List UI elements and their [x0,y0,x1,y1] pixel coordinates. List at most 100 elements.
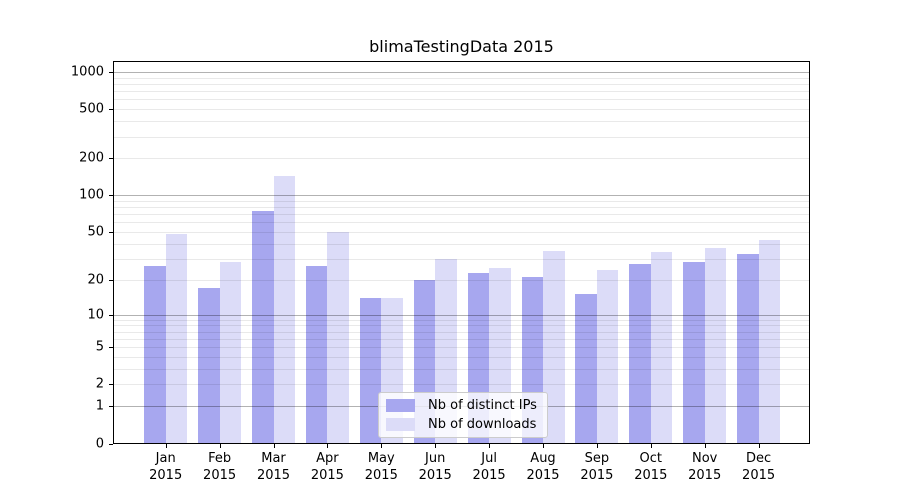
x-tick-mark-oct [650,444,652,448]
x-tick-mark-may [381,444,383,448]
y-tick-label-50: 50 [87,224,104,240]
bar-nb-of-distinct-ips-apr [305,266,328,444]
y-tick-mark-500 [109,109,113,111]
gridline-minor-9 [114,319,809,321]
x-tick-mark-jan [165,444,167,448]
y-tick-mark-20 [109,279,113,281]
chart-title: blimaTestingData 2015 [369,37,554,56]
gridline-minor-90 [114,200,809,202]
y-tick-mark-50 [109,232,113,234]
x-tick-label-nov: Nov 2015 [688,451,722,483]
gridline-minor-7 [114,331,809,333]
bar-nb-of-downloads-jan [165,234,188,444]
bar-nb-of-distinct-ips-feb [198,288,220,444]
y-tick-mark-10 [109,314,113,316]
bar-nb-of-distinct-ips-mar [252,210,274,444]
gridline-minor-50 [114,232,809,234]
y-tick-label-5: 5 [95,339,104,355]
x-tick-mark-dec [758,444,760,448]
gridline-minor-8 [114,325,809,327]
gridline-minor-400 [114,121,809,123]
bar-nb-of-distinct-ips-jan [144,266,166,444]
gridline-minor-5 [114,347,809,349]
bar-nb-of-downloads-apr [327,232,349,444]
bar-nb-of-downloads-dec [758,240,781,444]
y-tick-label-20: 20 [87,272,104,288]
gridline-major-100 [114,195,809,197]
gridline-minor-60 [114,222,809,224]
y-tick-mark-5 [109,347,113,349]
x-tick-label-apr: Apr 2015 [310,451,344,483]
bar-nb-of-distinct-ips-sep [575,294,597,444]
x-tick-mark-jun [435,444,437,448]
y-tick-label-10: 10 [87,307,104,323]
gridline-minor-6 [114,338,809,340]
gridline-minor-3 [114,368,809,370]
x-tick-label-jun: Jun 2015 [418,451,452,483]
x-tick-mark-feb [219,444,221,448]
y-tick-label-100: 100 [79,187,104,203]
gridline-minor-30 [114,258,809,260]
x-tick-label-dec: Dec 2015 [742,451,776,483]
x-tick-mark-aug [543,444,544,448]
bar-nb-of-distinct-ips-may [359,297,382,444]
legend-item-downloads: Nb of downloads [386,417,540,432]
legend: Nb of distinct IPs Nb of downloads [378,392,548,438]
y-tick-mark-1000 [109,72,113,73]
gridline-minor-600 [114,99,809,101]
gridline-minor-40 [114,243,809,245]
y-tick-mark-1 [109,406,113,408]
x-tick-label-feb: Feb 2015 [203,451,237,483]
x-tick-label-jan: Jan 2015 [149,451,183,483]
x-tick-label-sep: Sep 2015 [580,451,614,483]
x-tick-label-mar: Mar 2015 [256,451,291,483]
legend-label-distinct-ips: Nb of distinct IPs [428,398,537,414]
y-tick-label-200: 200 [79,150,104,166]
y-tick-label-500: 500 [79,101,104,117]
bar-nb-of-downloads-feb [219,262,242,444]
bar-nb-of-downloads-mar [273,175,295,444]
gridline-minor-20 [114,279,809,281]
y-tick-label-2: 2 [95,376,104,392]
bar-nb-of-distinct-ips-nov [683,262,705,444]
gridline-minor-800 [114,83,809,85]
x-tick-label-aug: Aug 2015 [526,451,560,483]
gridline-minor-80 [114,207,809,209]
bar-nb-of-downloads-nov [704,247,727,444]
bar-nb-of-downloads-oct [650,252,673,444]
legend-label-downloads: Nb of downloads [428,416,537,432]
bar-nb-of-distinct-ips-dec [737,253,759,444]
x-tick-label-oct: Oct 2015 [634,451,668,483]
legend-item-distinct-ips: Nb of distinct IPs [386,398,540,413]
x-tick-mark-nov [704,444,706,448]
y-tick-label-0: 0 [95,436,104,451]
gridline-minor-4 [114,356,809,358]
x-tick-mark-sep [596,444,598,448]
y-tick-mark-200 [109,158,113,160]
gridline-major-1000 [114,72,809,73]
y-tick-label-1000: 1000 [70,64,104,80]
x-tick-label-jul: Jul 2015 [472,451,506,483]
x-tick-mark-apr [327,444,329,448]
bar-nb-of-downloads-aug [543,250,565,444]
y-tick-mark-2 [109,384,113,386]
bar-nb-of-downloads-sep [596,270,619,444]
bar-nb-of-distinct-ips-oct [629,264,651,444]
gridline-minor-700 [114,91,809,93]
x-tick-mark-jul [489,444,491,448]
y-tick-label-1: 1 [95,398,104,414]
legend-swatch-downloads [386,417,415,431]
gridline-minor-70 [114,214,809,216]
gridline-minor-500 [114,109,809,111]
y-tick-mark-0 [109,443,113,445]
plot-area-border [113,61,810,444]
legend-swatch-distinct-ips [386,399,415,413]
x-tick-label-may: May 2015 [364,451,398,483]
gridline-minor-2 [114,384,809,386]
gridline-minor-300 [114,136,809,138]
gridline-minor-900 [114,77,809,79]
gridline-major-10 [114,314,809,316]
y-tick-mark-100 [109,195,113,197]
x-tick-mark-mar [273,444,275,448]
